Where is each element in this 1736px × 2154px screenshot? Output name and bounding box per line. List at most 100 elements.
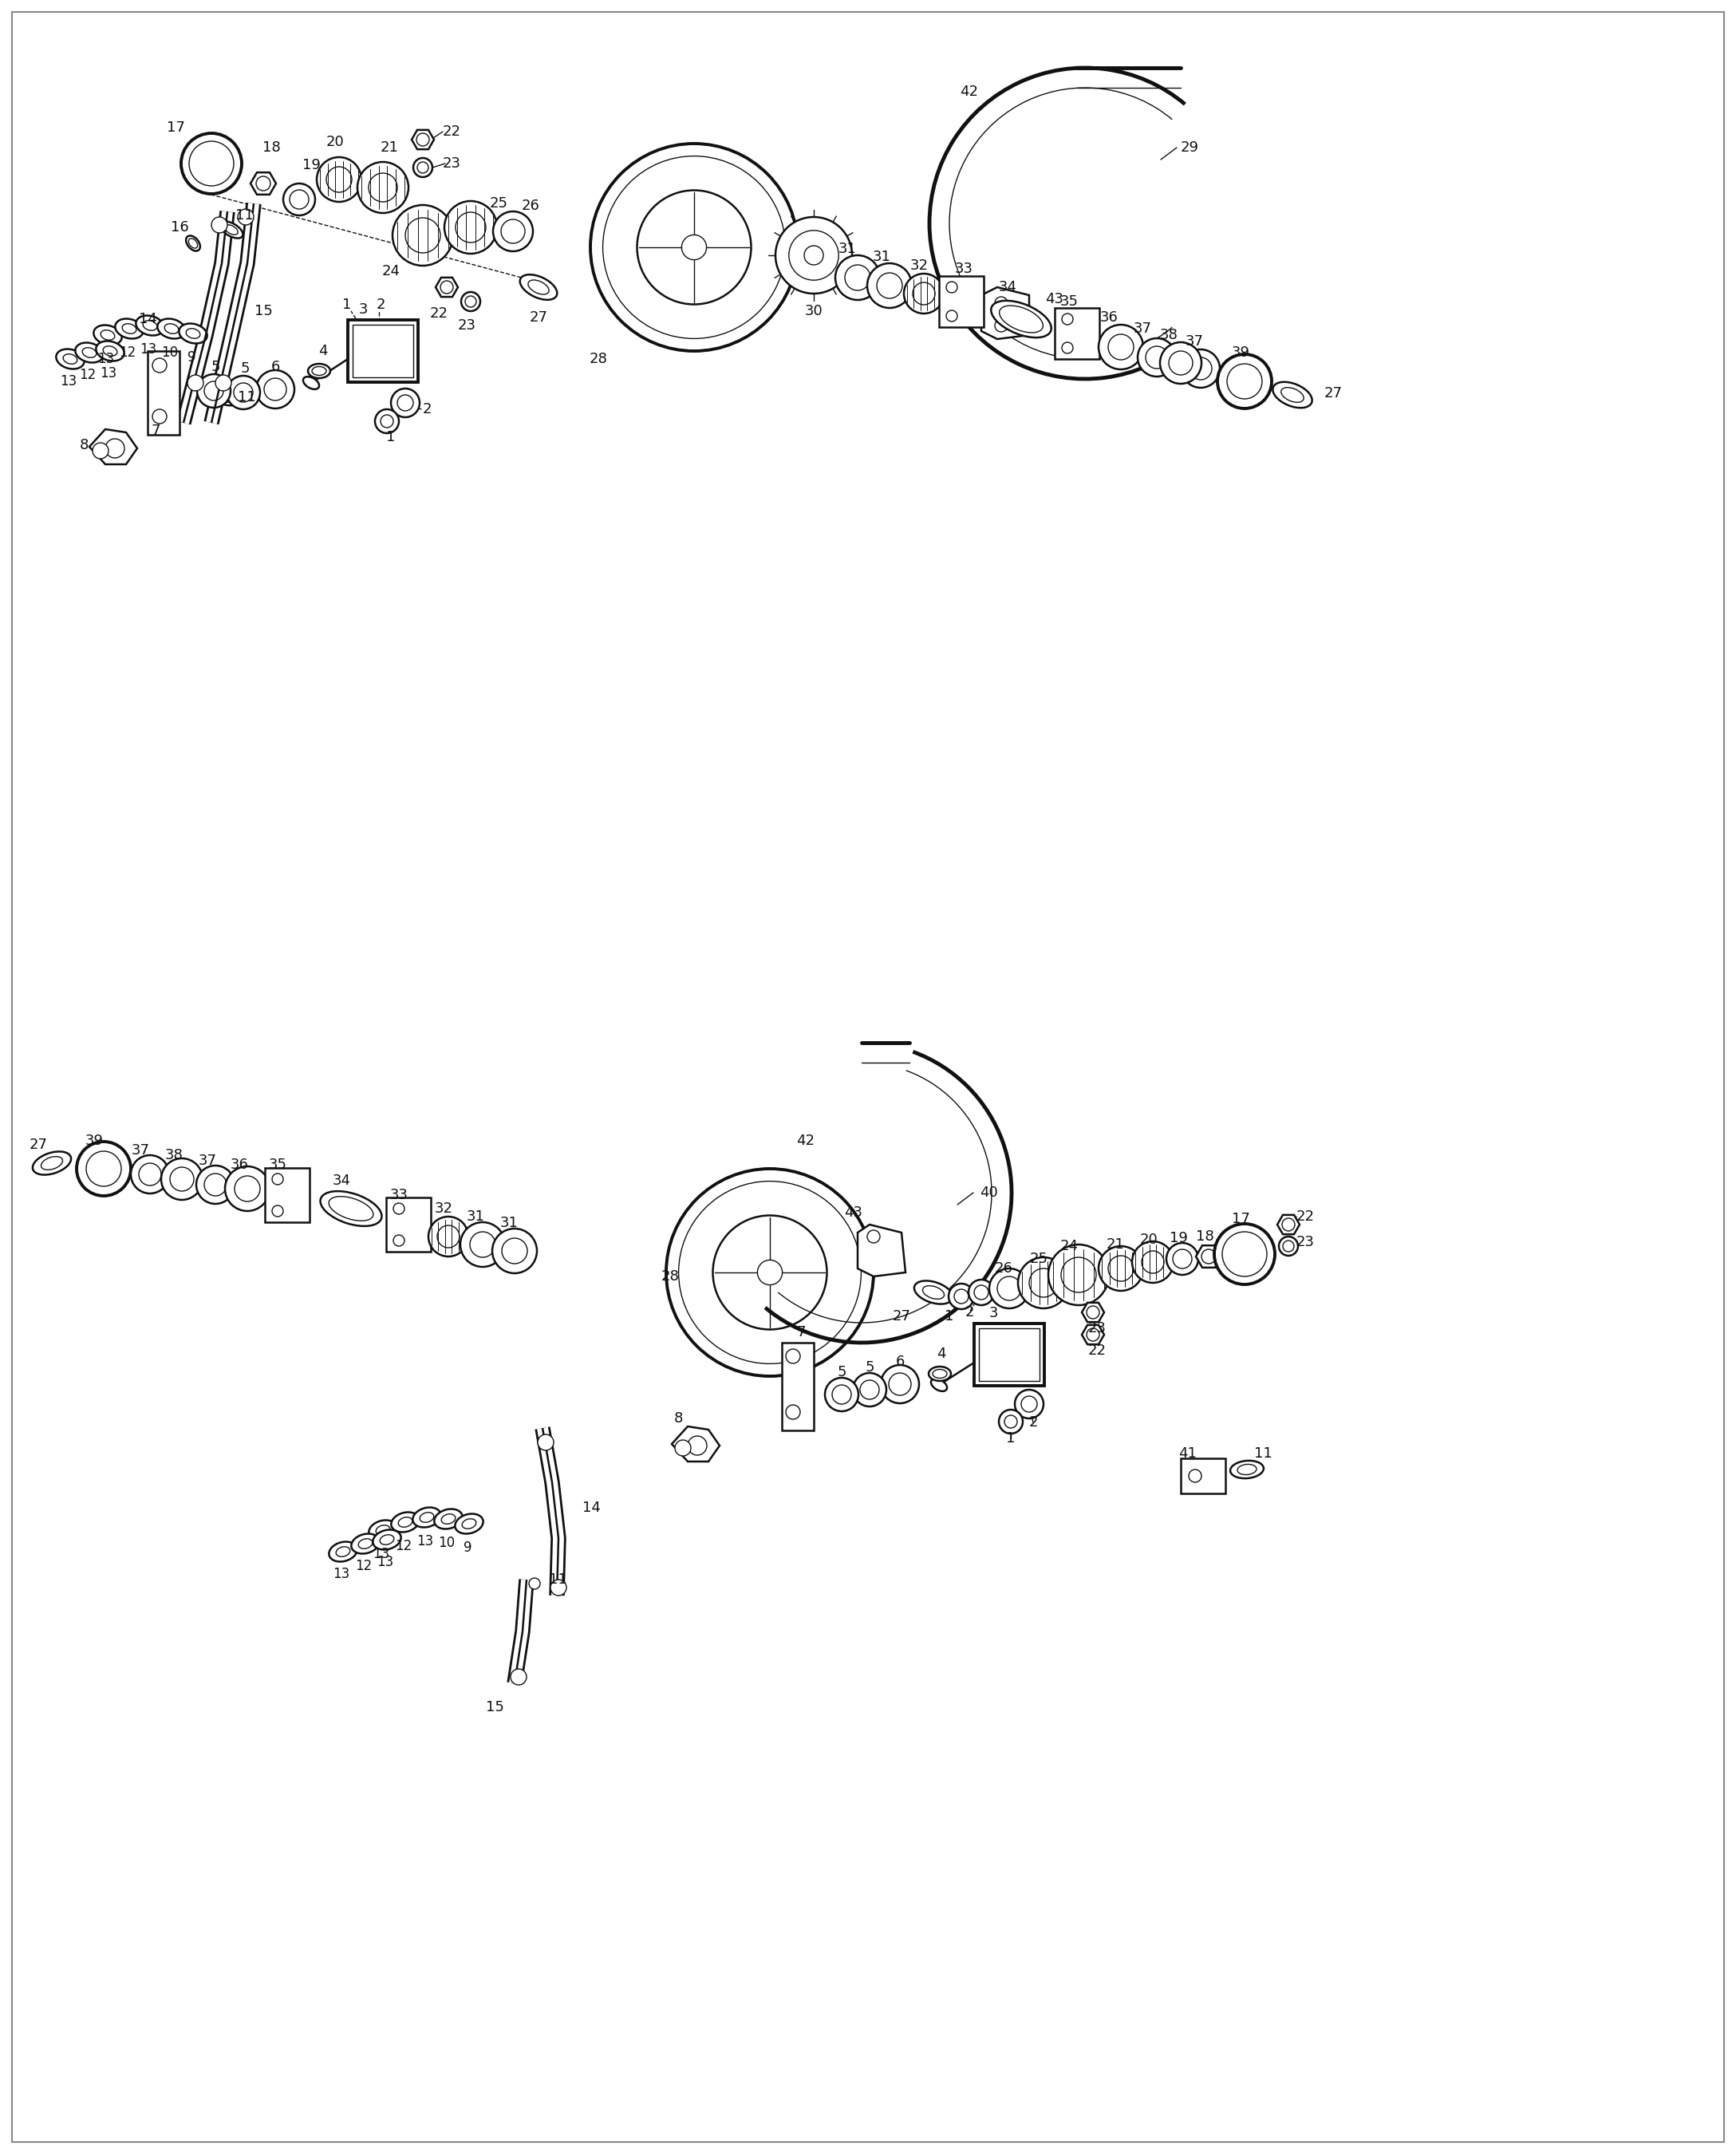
- Ellipse shape: [337, 1547, 351, 1557]
- Ellipse shape: [94, 325, 122, 345]
- Ellipse shape: [75, 342, 104, 362]
- Circle shape: [502, 1239, 528, 1264]
- Circle shape: [1087, 1329, 1099, 1342]
- Circle shape: [92, 444, 108, 459]
- Bar: [979, 1329, 1040, 1381]
- Circle shape: [1283, 1219, 1295, 1230]
- Text: 41: 41: [1179, 1445, 1196, 1460]
- Circle shape: [1222, 1232, 1267, 1277]
- Text: 28: 28: [589, 351, 608, 366]
- Ellipse shape: [1281, 388, 1304, 403]
- Text: 37: 37: [132, 1144, 149, 1157]
- Ellipse shape: [358, 1538, 373, 1549]
- Text: 39: 39: [1231, 345, 1250, 360]
- Circle shape: [757, 1260, 783, 1286]
- Circle shape: [139, 1163, 161, 1185]
- Circle shape: [602, 155, 785, 338]
- Circle shape: [825, 1379, 858, 1411]
- Circle shape: [413, 157, 432, 177]
- Circle shape: [170, 1167, 194, 1191]
- Circle shape: [1099, 1247, 1144, 1290]
- Circle shape: [1189, 358, 1212, 379]
- Circle shape: [234, 1176, 260, 1202]
- Text: 10: 10: [437, 1536, 455, 1551]
- Circle shape: [460, 1221, 505, 1267]
- Text: 34: 34: [998, 280, 1017, 295]
- Ellipse shape: [321, 1191, 382, 1226]
- Circle shape: [1283, 1241, 1293, 1251]
- Circle shape: [257, 177, 271, 192]
- Circle shape: [995, 297, 1007, 310]
- Circle shape: [529, 1579, 540, 1590]
- Circle shape: [1160, 342, 1201, 383]
- Circle shape: [1062, 314, 1073, 325]
- Ellipse shape: [95, 340, 125, 362]
- Ellipse shape: [380, 1536, 394, 1544]
- Circle shape: [776, 218, 852, 293]
- Circle shape: [465, 295, 476, 308]
- Circle shape: [1182, 349, 1220, 388]
- Ellipse shape: [102, 347, 116, 355]
- Text: 42: 42: [960, 84, 979, 99]
- Ellipse shape: [434, 1510, 462, 1529]
- Circle shape: [868, 1230, 880, 1243]
- Ellipse shape: [101, 330, 115, 340]
- Circle shape: [1099, 325, 1144, 368]
- Circle shape: [394, 1234, 404, 1247]
- Text: 35: 35: [269, 1157, 286, 1172]
- Ellipse shape: [226, 224, 238, 235]
- Circle shape: [153, 358, 167, 373]
- Bar: [352, 325, 413, 377]
- Text: 35: 35: [1061, 295, 1078, 308]
- Circle shape: [995, 319, 1007, 332]
- Text: 1: 1: [387, 431, 396, 444]
- Circle shape: [1132, 1241, 1174, 1284]
- Ellipse shape: [42, 1157, 62, 1170]
- Circle shape: [1049, 1245, 1109, 1305]
- Circle shape: [227, 375, 260, 409]
- Circle shape: [189, 142, 234, 185]
- Circle shape: [1217, 353, 1272, 409]
- Text: 9: 9: [464, 1540, 472, 1555]
- Ellipse shape: [328, 1542, 358, 1562]
- Circle shape: [375, 409, 399, 433]
- Text: 37: 37: [198, 1155, 217, 1167]
- Circle shape: [713, 1215, 826, 1329]
- Ellipse shape: [212, 390, 238, 405]
- Text: 5: 5: [210, 360, 220, 375]
- Circle shape: [1029, 1269, 1057, 1297]
- Circle shape: [264, 379, 286, 401]
- Circle shape: [990, 1269, 1029, 1307]
- Ellipse shape: [33, 1152, 71, 1174]
- Ellipse shape: [56, 349, 85, 368]
- Ellipse shape: [165, 323, 179, 334]
- Text: 11: 11: [549, 1572, 568, 1587]
- Text: 31: 31: [873, 250, 891, 265]
- Circle shape: [835, 256, 880, 299]
- Text: 17: 17: [167, 121, 184, 136]
- Ellipse shape: [441, 1514, 455, 1523]
- Text: 1: 1: [342, 297, 352, 312]
- Text: 27: 27: [892, 1310, 911, 1323]
- Text: 5: 5: [837, 1366, 845, 1379]
- Circle shape: [682, 235, 707, 261]
- Text: 31: 31: [500, 1215, 517, 1230]
- Circle shape: [868, 263, 911, 308]
- Ellipse shape: [368, 1521, 398, 1540]
- Text: 26: 26: [521, 198, 540, 213]
- Circle shape: [238, 209, 253, 224]
- Circle shape: [538, 1435, 554, 1450]
- Bar: [974, 1323, 1045, 1385]
- Circle shape: [675, 1441, 691, 1456]
- Text: 13: 13: [101, 366, 116, 381]
- Ellipse shape: [220, 222, 243, 239]
- Polygon shape: [250, 172, 276, 194]
- Text: 12: 12: [356, 1559, 372, 1572]
- Ellipse shape: [351, 1534, 380, 1553]
- Circle shape: [205, 381, 224, 401]
- Text: 27: 27: [1325, 386, 1342, 401]
- Circle shape: [590, 144, 799, 351]
- Circle shape: [667, 1170, 873, 1376]
- Text: 6: 6: [271, 360, 279, 375]
- Circle shape: [1167, 1243, 1198, 1275]
